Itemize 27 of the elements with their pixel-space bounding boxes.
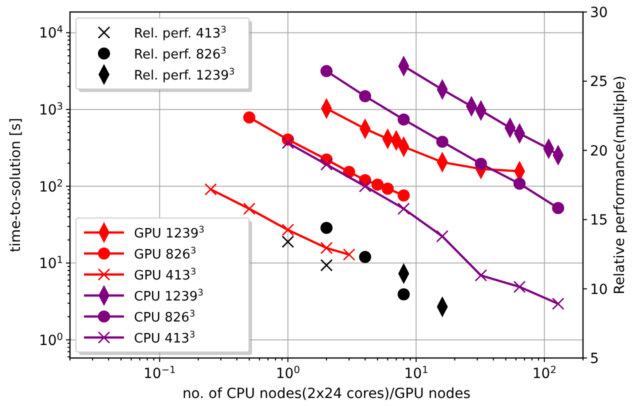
y2-axis-title: Relative performance(multiple) — [612, 76, 628, 294]
y2-tick-label: 15 — [590, 212, 608, 229]
x-axis-title: no. of CPU nodes(2x24 cores)/GPU nodes — [182, 386, 471, 402]
y-tick-label: 10$^{1}$ — [38, 254, 63, 272]
legend-label: CPU 1239$^{3}$ — [134, 288, 204, 304]
x-tick-label: 10$^{−1}$ — [144, 364, 176, 382]
legend-label: CPU 413$^{3}$ — [134, 330, 196, 346]
y2-tick-label: 25 — [590, 74, 608, 90]
x-tick-label: 10$^{0}$ — [276, 364, 300, 382]
y2-tick-label: 20 — [590, 143, 608, 160]
legend-label: CPU 826$^{3}$ — [134, 310, 196, 326]
legend-label: GPU 1239$^{3}$ — [134, 226, 205, 242]
legend-label: Rel. perf. 826$^{3}$ — [134, 46, 227, 62]
x-tick-label: 10$^{1}$ — [404, 364, 428, 382]
legend-label: GPU 413$^{3}$ — [134, 268, 196, 284]
y-axis-title: time-to-solution [s] — [8, 118, 24, 252]
legend-label: Rel. perf. 1239$^{3}$ — [134, 68, 235, 84]
x-tick-label: 10$^{2}$ — [532, 364, 556, 382]
y-tick-label: 10$^{4}$ — [38, 24, 63, 42]
legend-label: GPU 826$^{3}$ — [134, 246, 196, 262]
y2-tick-label: 30 — [590, 5, 608, 21]
y-tick-label: 10$^{2}$ — [38, 178, 63, 196]
y-tick-label: 10$^{0}$ — [38, 331, 63, 349]
legend-label: Rel. perf. 413$^{3}$ — [134, 26, 227, 42]
y2-tick-label: 10 — [590, 282, 608, 298]
y-tick-label: 10$^{3}$ — [38, 100, 63, 118]
y2-tick-label: 5 — [590, 351, 599, 367]
